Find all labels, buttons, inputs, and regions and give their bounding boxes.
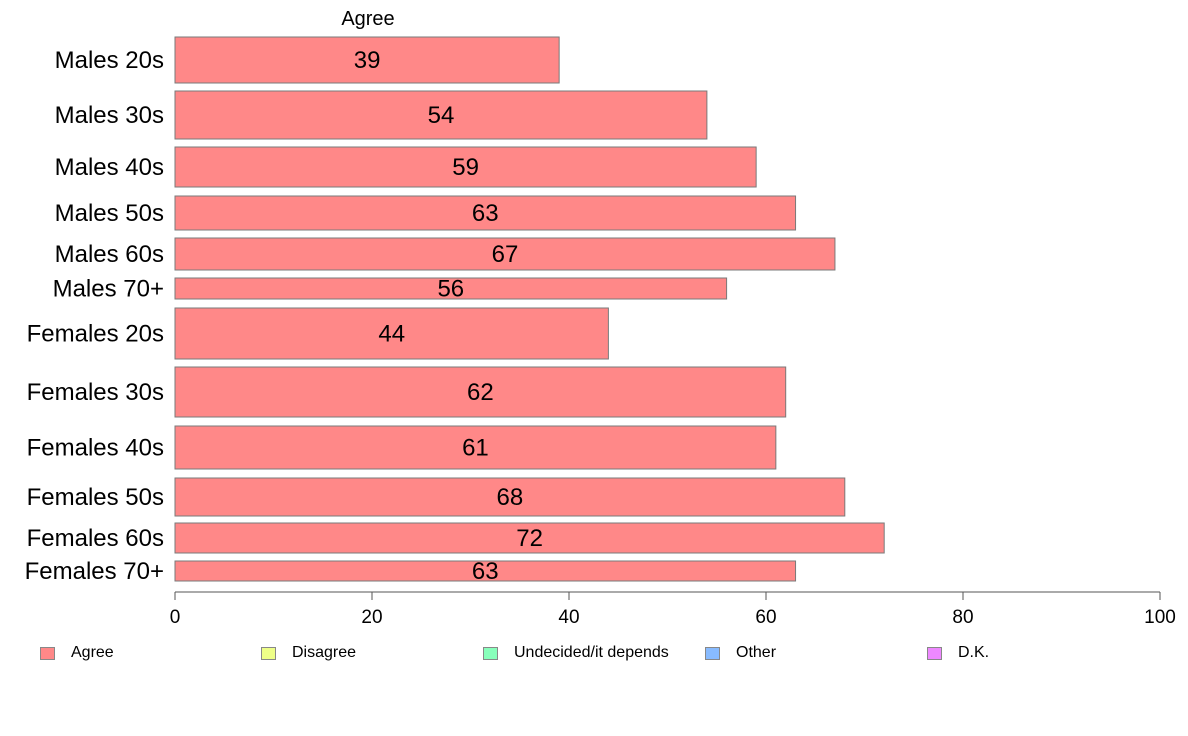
bar-value-label: 39 (354, 47, 381, 74)
legend-item: Agree (40, 644, 114, 662)
x-tick-label: 60 (755, 607, 776, 628)
legend-swatch (261, 646, 276, 660)
legend-item: D.K. (927, 644, 989, 662)
category-label: Males 60s (55, 241, 164, 268)
bar-value-label: 61 (462, 435, 489, 462)
bar-value-label: 63 (472, 200, 499, 227)
bar-value-label: 68 (497, 484, 524, 511)
legend: Agree Disagree Undecided/it depends Other D.… (0, 644, 1188, 668)
x-axis: 0 20 40 60 80 100 (170, 591, 1176, 628)
category-labels: Males 20s Males 30s Males 40s Males 50s Male… (25, 47, 164, 585)
category-label: Males 50s (55, 200, 164, 227)
category-label: Males 30s (55, 102, 164, 129)
value-labels: 39 54 59 63 67 56 44 62 61 68 72 63 (354, 47, 543, 585)
bar (174, 477, 846, 517)
bar (174, 366, 787, 418)
bar-value-label: 72 (516, 525, 543, 552)
legend-swatch (40, 646, 55, 660)
bar-value-label: 59 (452, 154, 479, 181)
bar (174, 146, 757, 188)
category-label: Females 30s (27, 379, 164, 406)
category-label: Males 40s (55, 154, 164, 181)
legend-label: Disagree (292, 644, 357, 661)
bar-value-label: 63 (472, 558, 499, 585)
bar (174, 90, 708, 140)
x-tick-label: 0 (170, 607, 181, 628)
legend-swatch (483, 646, 498, 660)
category-label: Females 40s (27, 435, 164, 462)
legend-label: Agree (71, 644, 114, 661)
category-label: Females 70+ (25, 558, 164, 585)
legend-label: D.K. (958, 644, 990, 661)
legend-label: Other (736, 644, 777, 661)
bar (174, 277, 728, 300)
bars-group (174, 36, 885, 582)
x-tick-label: 80 (952, 607, 973, 628)
category-label: Females 50s (27, 484, 164, 511)
category-label: Males 70+ (53, 276, 164, 303)
legend-swatch (705, 646, 720, 660)
x-tick-label: 100 (1144, 607, 1176, 628)
bar (174, 425, 777, 470)
bar (174, 560, 797, 582)
bar-value-label: 56 (437, 276, 464, 303)
bar-column-label: Agree (341, 8, 394, 30)
bar (174, 237, 836, 271)
bar-value-label: 44 (378, 321, 405, 348)
x-tick-label: 40 (558, 607, 579, 628)
legend-swatch (927, 646, 942, 660)
legend-label: Undecided/it depends (514, 644, 669, 661)
category-label: Females 20s (27, 321, 164, 348)
chart: Agree Males 20s Males 30s Males 40s Males 5… (25, 8, 1176, 628)
bar-value-label: 67 (492, 241, 519, 268)
bar (174, 195, 797, 231)
bar (174, 36, 560, 84)
legend-item: Undecided/it depends (483, 644, 669, 662)
x-tick-label: 20 (361, 607, 382, 628)
bar-value-label: 54 (428, 102, 455, 129)
legend-item: Other (705, 644, 776, 662)
bar-value-label: 62 (467, 379, 494, 406)
category-label: Females 60s (27, 525, 164, 552)
bar (174, 522, 885, 554)
bar (174, 307, 609, 360)
legend-item: Disagree (261, 644, 356, 662)
category-label: Males 20s (55, 47, 164, 74)
